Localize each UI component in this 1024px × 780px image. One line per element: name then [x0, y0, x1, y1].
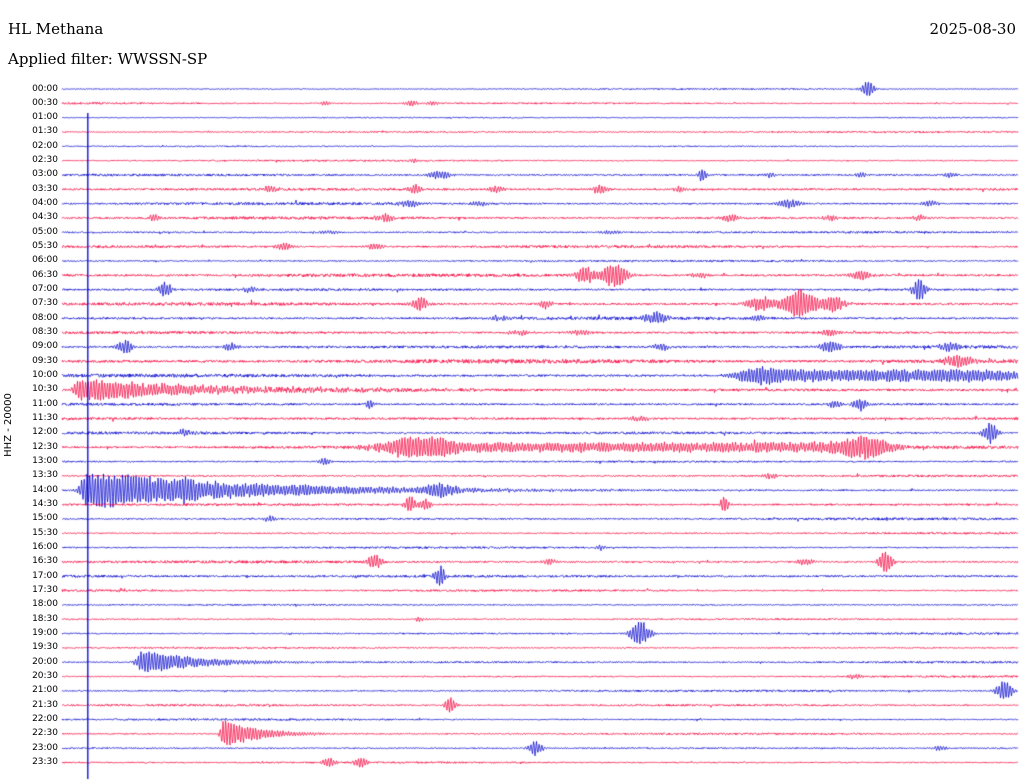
time-label: 16:30 [32, 556, 58, 567]
time-label: 03:30 [32, 183, 58, 194]
time-label: 21:00 [32, 685, 58, 696]
time-label: 17:00 [32, 570, 58, 581]
time-label: 05:00 [32, 226, 58, 237]
time-label: 14:00 [32, 484, 58, 495]
time-label: 06:30 [32, 269, 58, 280]
time-label: 12:00 [32, 427, 58, 438]
time-label: 06:00 [32, 255, 58, 266]
time-label: 07:00 [32, 284, 58, 295]
time-label: 10:00 [32, 370, 58, 381]
time-label: 13:30 [32, 470, 58, 481]
time-label: 16:00 [32, 542, 58, 553]
time-label: 03:00 [32, 169, 58, 180]
time-label: 22:30 [32, 728, 58, 739]
time-label: 05:30 [32, 241, 58, 252]
time-label: 01:30 [32, 126, 58, 137]
time-label: 17:30 [32, 585, 58, 596]
time-label: 23:30 [32, 757, 58, 767]
time-label: 15:00 [32, 513, 58, 524]
time-label: 15:30 [32, 527, 58, 538]
time-label: 11:00 [32, 398, 58, 409]
time-label: 02:30 [32, 155, 58, 166]
time-label: 07:30 [32, 298, 58, 309]
time-label: 18:30 [32, 613, 58, 624]
time-label: 10:30 [32, 384, 58, 395]
time-label: 13:00 [32, 456, 58, 467]
time-label: 12:30 [32, 441, 58, 452]
time-label: 08:30 [32, 327, 58, 338]
time-label: 09:00 [32, 341, 58, 352]
time-label: 11:30 [32, 413, 58, 424]
time-label: 20:00 [32, 656, 58, 667]
time-label: 08:00 [32, 312, 58, 323]
time-label: 04:00 [32, 198, 58, 209]
time-label: 19:30 [32, 642, 58, 653]
time-label: 09:30 [32, 355, 58, 366]
time-label: 04:30 [32, 212, 58, 223]
time-label: 23:00 [32, 742, 58, 753]
time-label: 22:00 [32, 714, 58, 725]
time-label: 19:00 [32, 628, 58, 639]
time-label: 02:00 [32, 140, 58, 151]
time-label: 14:30 [32, 499, 58, 510]
time-label: 20:30 [32, 671, 58, 682]
time-label: 21:30 [32, 699, 58, 710]
time-label: 00:00 [32, 83, 58, 94]
time-label: 18:00 [32, 599, 58, 610]
time-label: 01:00 [32, 112, 58, 123]
time-label: 00:30 [32, 97, 58, 108]
